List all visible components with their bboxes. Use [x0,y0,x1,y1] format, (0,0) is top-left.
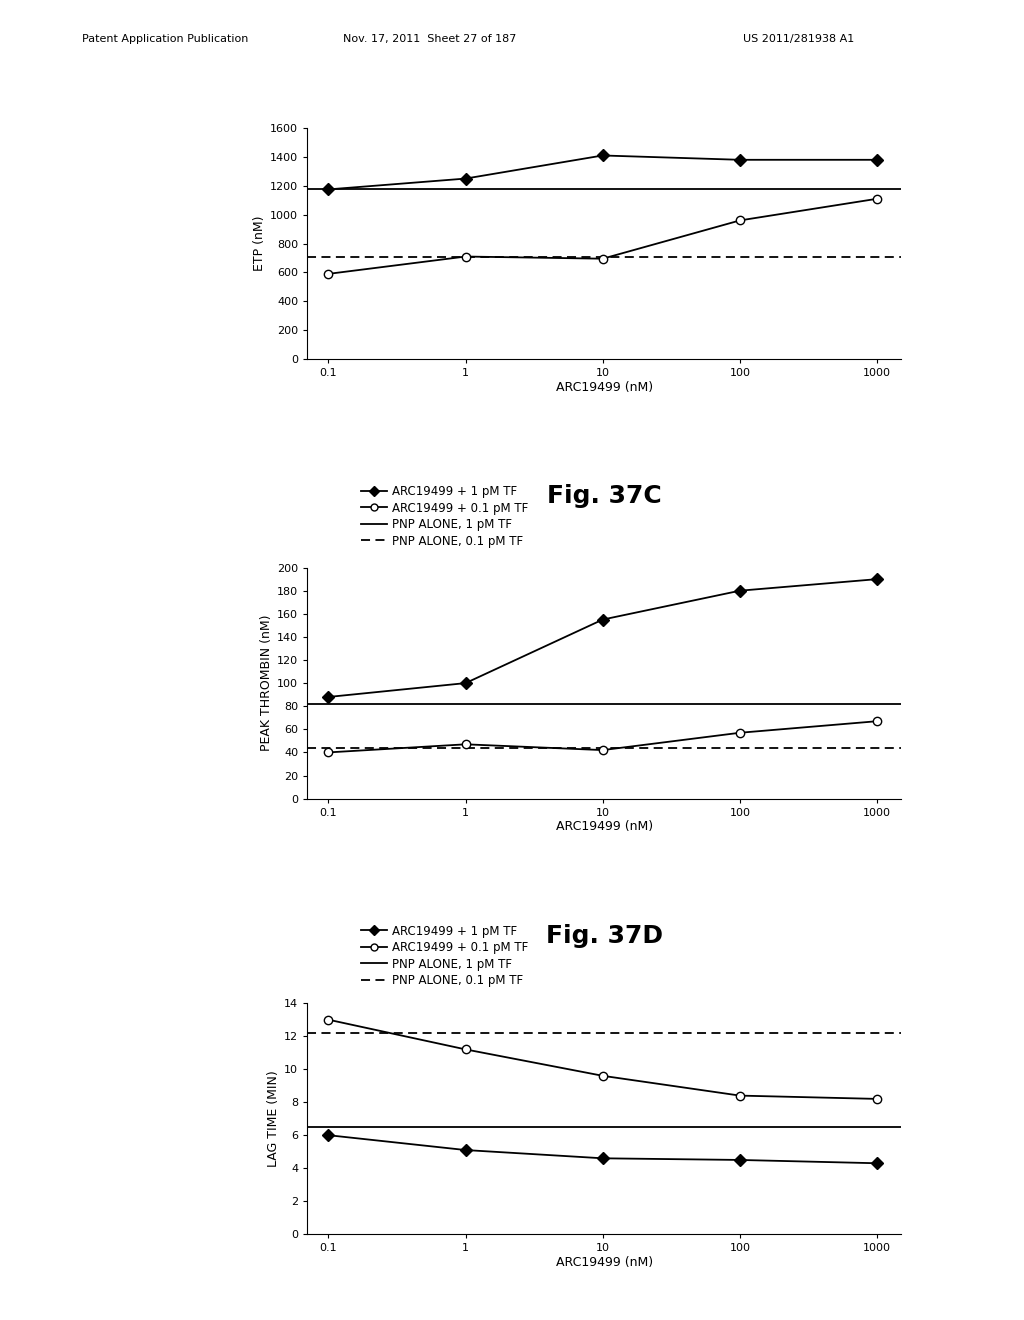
Legend: ARC19499 + 1 pM TF, ARC19499 + 0.1 pM TF, PNP ALONE, 1 pM TF, PNP ALONE, 0.1 pM : ARC19499 + 1 pM TF, ARC19499 + 0.1 pM TF… [360,484,528,548]
X-axis label: ARC19499 (nM): ARC19499 (nM) [556,1257,652,1269]
Text: Fig. 37D: Fig. 37D [546,924,663,948]
Y-axis label: PEAK THROMBIN (nM): PEAK THROMBIN (nM) [260,615,272,751]
Y-axis label: LAG TIME (MIN): LAG TIME (MIN) [267,1071,280,1167]
Text: Patent Application Publication: Patent Application Publication [82,34,248,45]
Text: Nov. 17, 2011  Sheet 27 of 187: Nov. 17, 2011 Sheet 27 of 187 [343,34,517,45]
X-axis label: ARC19499 (nM): ARC19499 (nM) [556,821,652,833]
Text: US 2011/281938 A1: US 2011/281938 A1 [743,34,854,45]
Legend: ARC19499 + 1 pM TF, ARC19499 + 0.1 pM TF, PNP ALONE, 1 pM TF, PNP ALONE, 0.1 pM : ARC19499 + 1 pM TF, ARC19499 + 0.1 pM TF… [360,924,528,987]
X-axis label: ARC19499 (nM): ARC19499 (nM) [556,381,652,393]
Y-axis label: ETP (nM): ETP (nM) [253,215,266,272]
Text: Fig. 37C: Fig. 37C [547,484,662,508]
